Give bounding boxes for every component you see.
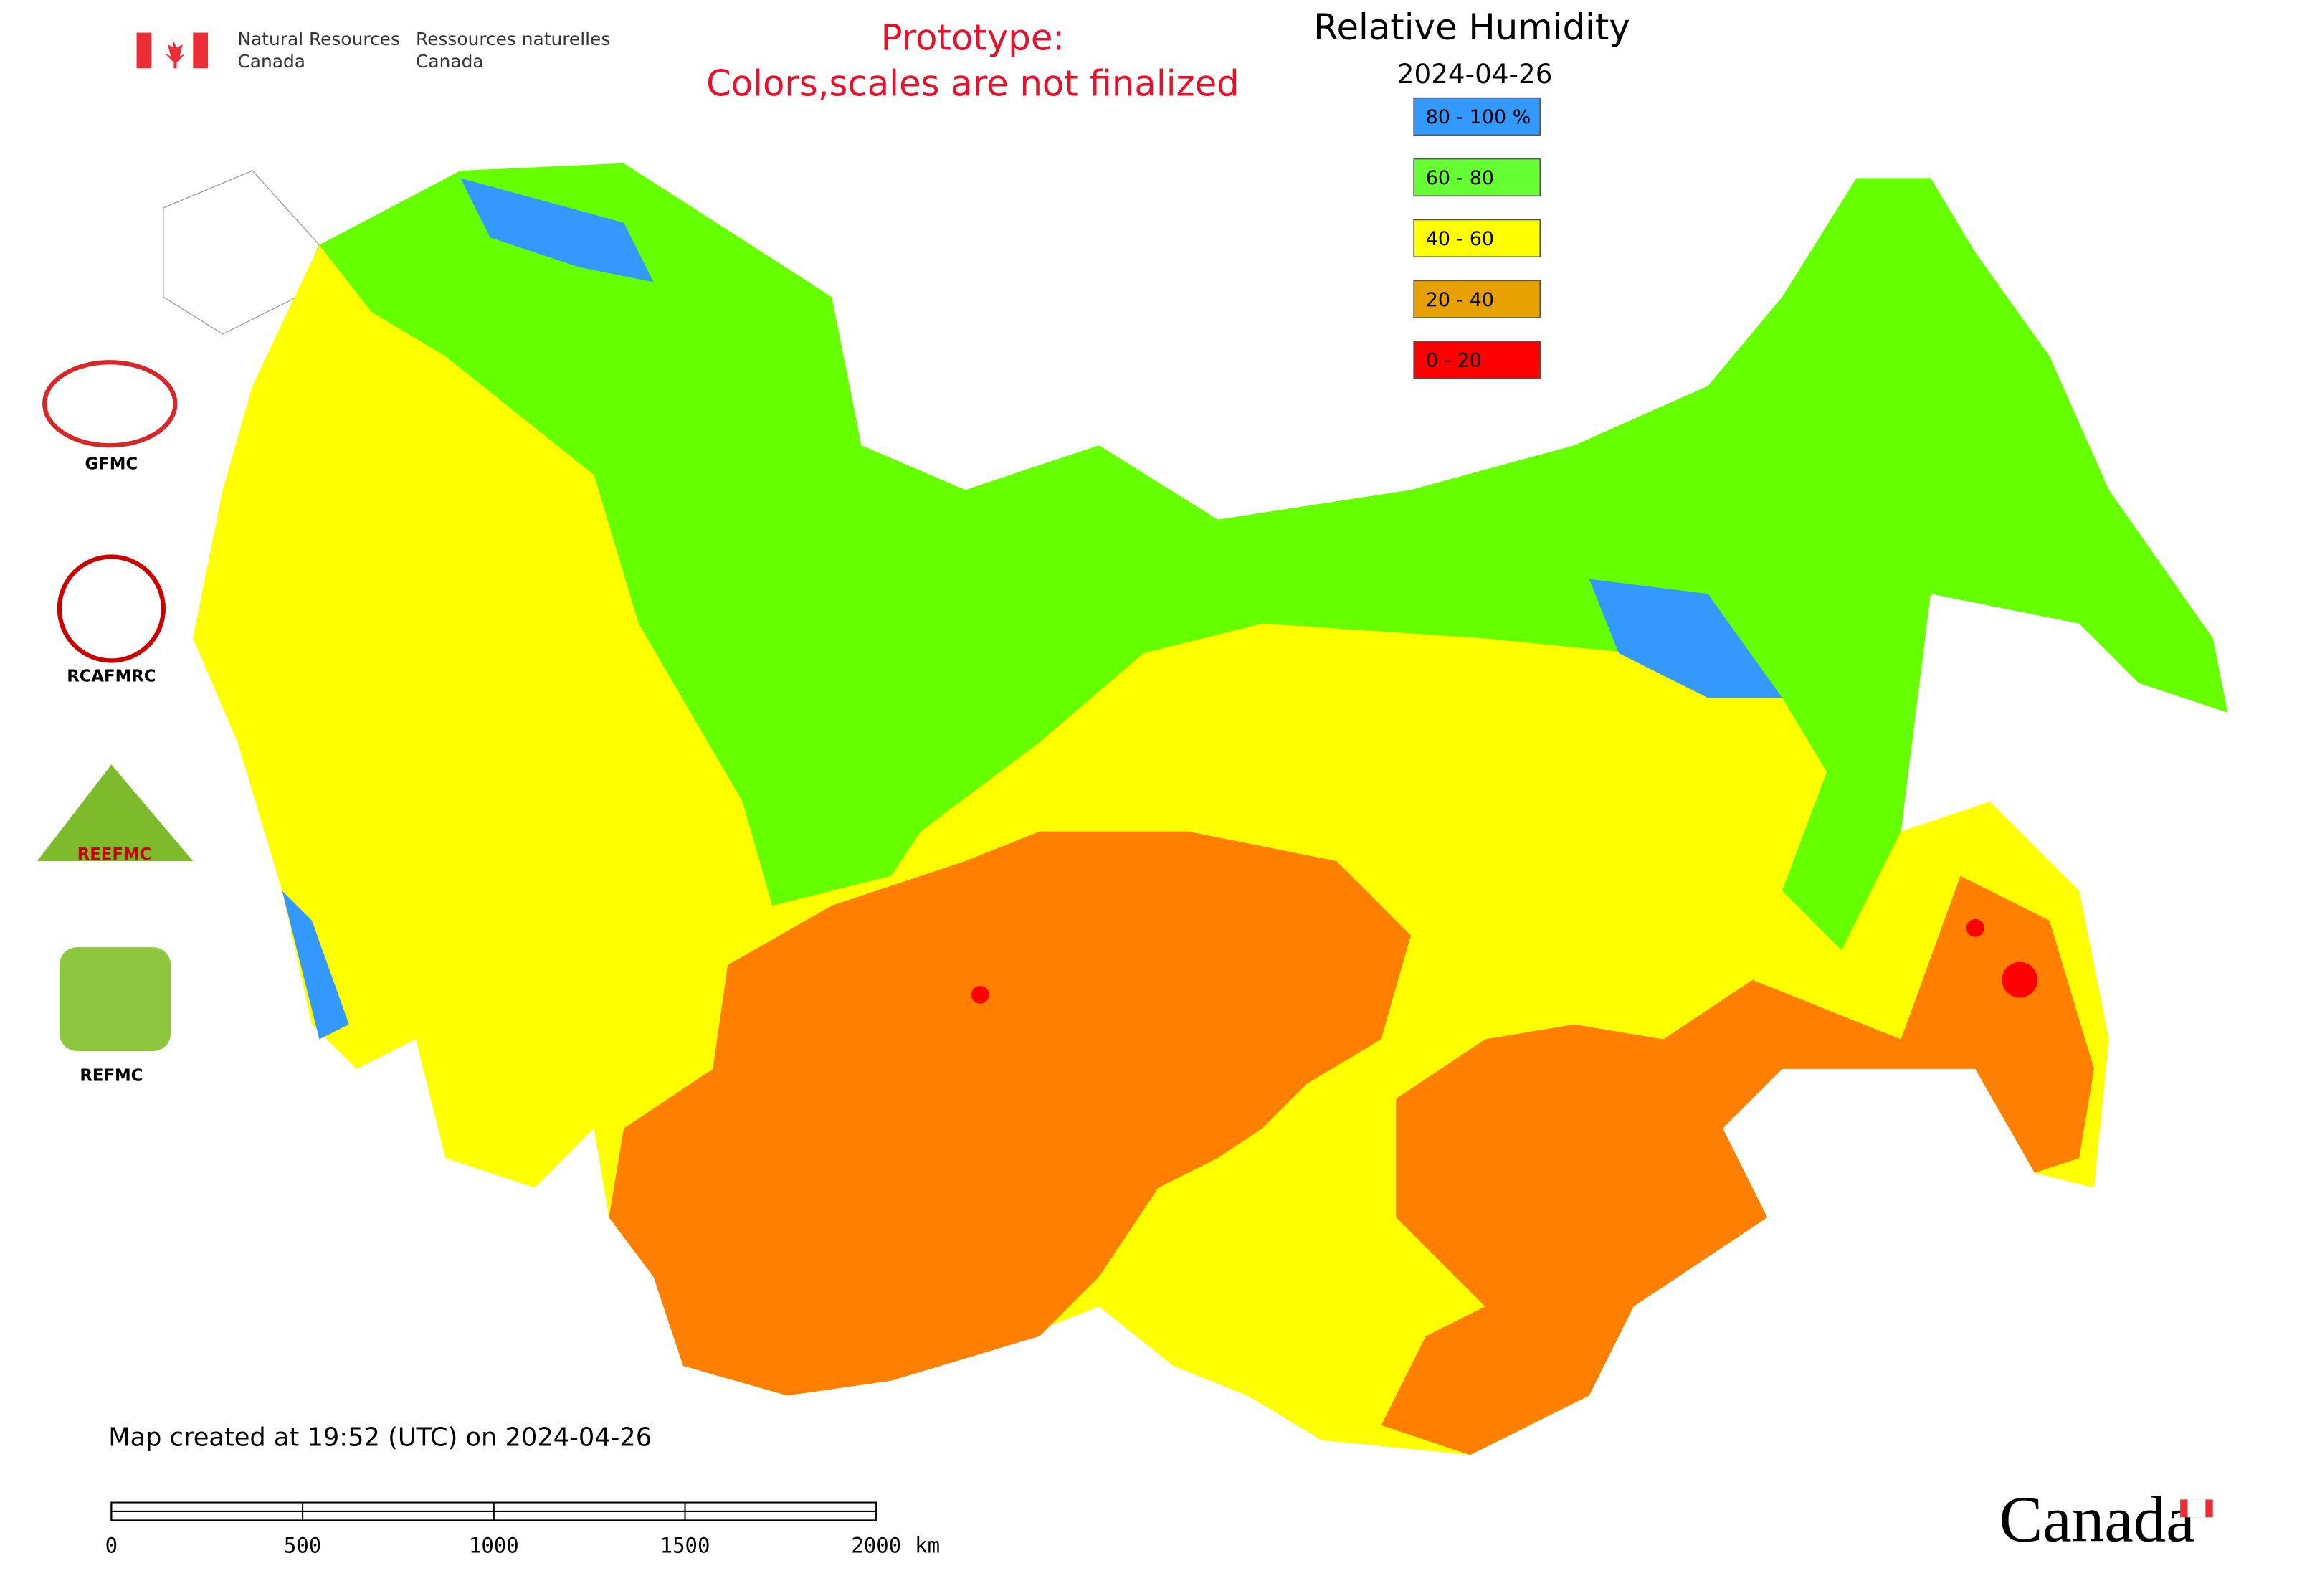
partner-logos: GFMC RCAFMRC REEFMC REFMC bbox=[37, 360, 194, 1086]
legend-swatch bbox=[1413, 158, 1541, 197]
map-title: Relative Humidity bbox=[1313, 6, 1630, 48]
notice: Prototype: bbox=[881, 16, 1065, 58]
legend-label: 40 - 60 bbox=[1426, 228, 1494, 250]
scale-label: 2000 bbox=[851, 1534, 901, 1558]
legend-label: 20 - 40 bbox=[1426, 289, 1494, 311]
dept-en: Natural Resources bbox=[237, 29, 399, 49]
dept-fr: Canada bbox=[416, 51, 484, 72]
gov-signature: Natural Resources Canada Ressources natu… bbox=[136, 29, 610, 72]
legend-swatch bbox=[1413, 97, 1541, 136]
scale-label: 1000 bbox=[469, 1534, 519, 1558]
footer-note: Map created at 19:52 (UTC) on 2024-04-26 bbox=[108, 1423, 652, 1453]
legend-label: 60 - 80 bbox=[1426, 167, 1494, 189]
dept-fr: Ressources naturelles bbox=[416, 29, 610, 49]
legend: 80 - 100 % 60 - 80 40 - 60 20 - 40 0 - 20 bbox=[1413, 97, 1541, 379]
dept-en: Canada bbox=[237, 51, 305, 72]
canada-wordmark: Canada bbox=[1999, 1483, 2213, 1556]
scale-label: 1500 bbox=[660, 1534, 710, 1558]
legend-swatch bbox=[1413, 341, 1541, 379]
legend-swatch bbox=[1413, 219, 1541, 258]
legend-swatch bbox=[1413, 280, 1541, 318]
humidity-map bbox=[163, 163, 2228, 1455]
scale-label: 500 bbox=[284, 1534, 321, 1558]
wordmark: Canada bbox=[1999, 1483, 2194, 1556]
logo-label: GFMC bbox=[85, 455, 138, 474]
logo-label: RCAFMRC bbox=[67, 668, 156, 686]
scale-bar: 0 500 1000 1500 2000 km bbox=[105, 1501, 940, 1558]
scale-unit: km bbox=[915, 1534, 940, 1558]
logo-label: REFMC bbox=[80, 1067, 143, 1086]
legend-label: 80 - 100 % bbox=[1426, 106, 1531, 128]
notice: Colors,scales are not finalized bbox=[706, 63, 1240, 105]
legend-label: 0 - 20 bbox=[1426, 350, 1482, 372]
logo-label: REEFMC bbox=[77, 845, 152, 864]
map-date: 2024-04-26 bbox=[1397, 58, 1553, 90]
scale-label: 0 bbox=[105, 1534, 118, 1558]
